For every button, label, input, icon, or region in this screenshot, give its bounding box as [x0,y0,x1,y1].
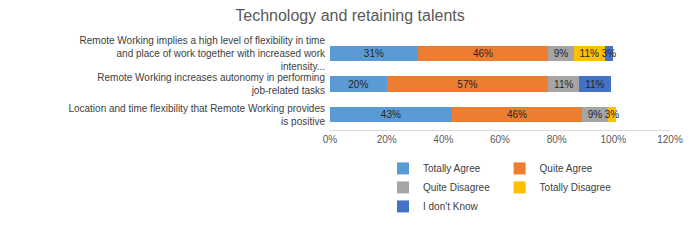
svg-text:100%: 100% [601,134,627,145]
svg-text:Totally Agree: Totally Agree [423,163,481,174]
svg-text:Quite Disagree: Quite Disagree [423,182,490,193]
svg-text:11%: 11% [585,79,604,90]
svg-text:43%: 43% [381,109,401,120]
svg-text:11%: 11% [580,48,599,59]
svg-text:46%: 46% [507,109,527,120]
svg-text:11%: 11% [554,79,573,90]
svg-text:3%: 3% [602,48,617,59]
svg-text:9%: 9% [554,48,569,59]
svg-text:9%: 9% [588,109,603,120]
svg-text:3%: 3% [605,109,620,120]
svg-text:20%: 20% [348,79,368,90]
svg-text:Quite Agree: Quite Agree [540,163,593,174]
svg-text:40%: 40% [433,134,453,145]
svg-text:I don't Know: I don't Know [423,201,479,212]
svg-text:Location and time flexibility: Location and time flexibility that Remot… [68,103,325,127]
svg-text:Technology and retaining talen: Technology and retaining talents [235,7,465,24]
svg-text:0%: 0% [323,134,338,145]
svg-text:57%: 57% [457,79,477,90]
svg-text:20%: 20% [377,134,397,145]
svg-text:Remote Working increases auton: Remote Working increases autonomy in per… [97,72,325,96]
svg-text:46%: 46% [473,48,493,59]
svg-text:31%: 31% [364,48,384,59]
svg-text:Totally Disagree: Totally Disagree [540,182,612,193]
svg-text:120%: 120% [657,134,683,145]
svg-text:80%: 80% [547,134,567,145]
svg-text:Remote Working implies a high: Remote Working implies a high level of f… [80,35,326,72]
svg-text:60%: 60% [490,134,510,145]
